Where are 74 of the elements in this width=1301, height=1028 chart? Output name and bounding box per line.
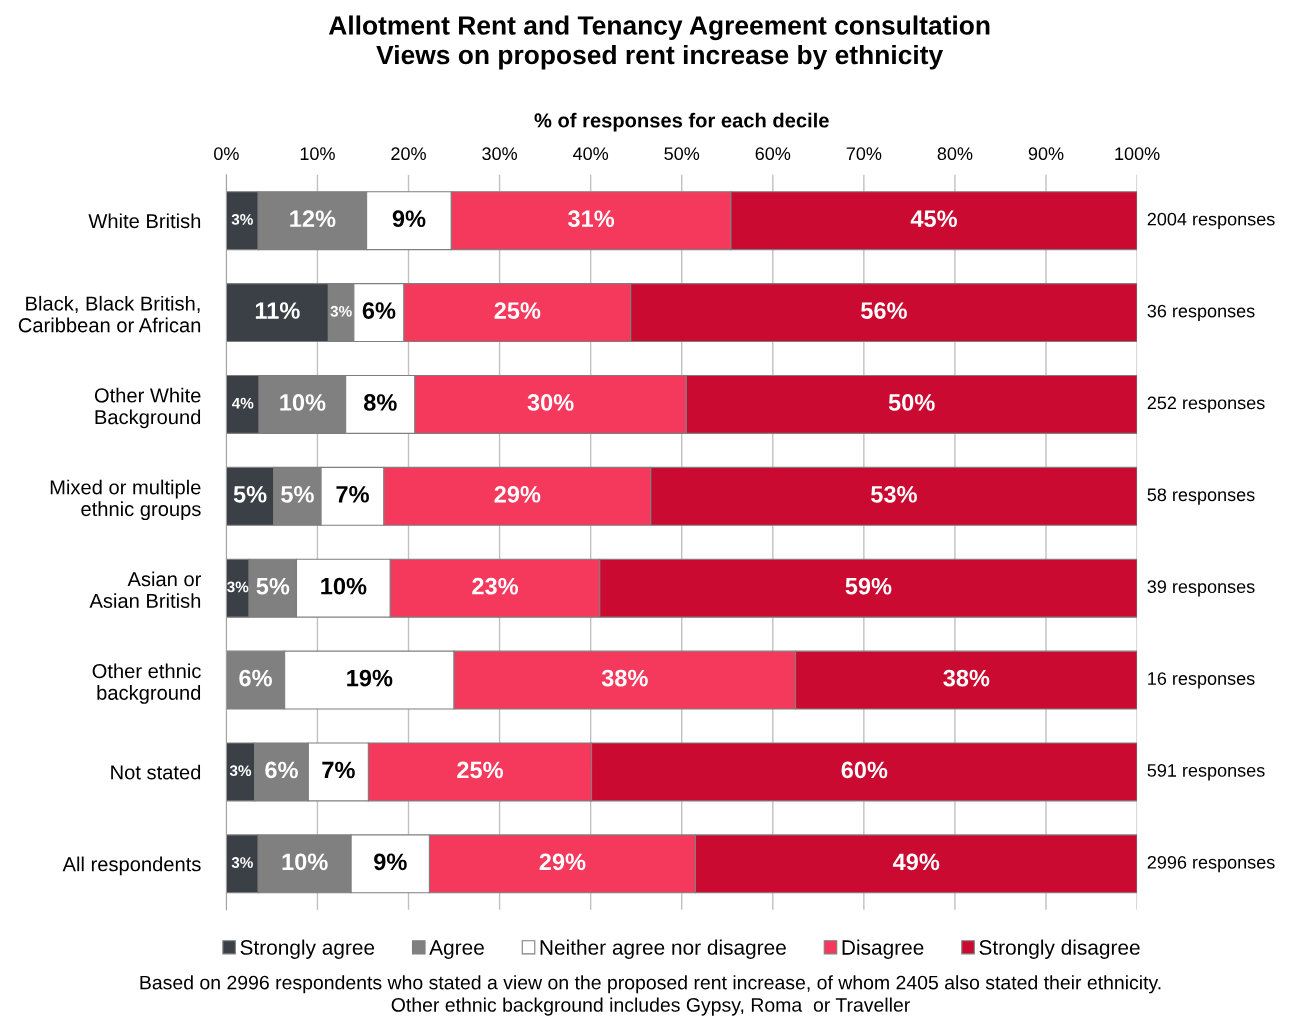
- data-label: 3%: [330, 305, 352, 317]
- data-label: 38%: [601, 669, 648, 687]
- y-tick-label: Asian or Asian British: [89, 571, 202, 609]
- data-label: 31%: [568, 210, 615, 228]
- text: 16 responses: [1148, 672, 1255, 689]
- x-tick-label: 40%: [573, 147, 609, 161]
- data-label: 19%: [347, 669, 393, 687]
- data-label: 38%: [943, 669, 990, 687]
- y-tick-label: Mixed or multiple ethnic groups: [50, 479, 201, 521]
- y-tick-label: Not stated: [111, 764, 201, 780]
- data-label: 5%: [233, 486, 267, 503]
- data-label: 59%: [845, 577, 892, 595]
- text: 2996 responses: [1147, 855, 1275, 873]
- text: 252 responses: [1147, 396, 1265, 413]
- data-label: 9%: [374, 853, 407, 871]
- data-label: 6%: [265, 761, 298, 779]
- text: Based on 2996 respondents who stated a view on the proposed rent increase, of whom 2405 also stated their ethnicity. Other ethnic background includes Gypsy, Roma or Traveller: [140, 975, 1161, 1016]
- x-tick-label: 30%: [482, 147, 518, 161]
- data-label: 50%: [888, 394, 935, 411]
- data-label: 29%: [539, 853, 586, 871]
- y-tick-label: Black, Black British, Caribbean or African: [18, 295, 201, 333]
- y-tick-label: Other White Background: [94, 387, 201, 429]
- data-label: 60%: [841, 761, 888, 779]
- x-tick-label: 20%: [391, 147, 426, 161]
- y-tick-label: White British: [88, 213, 201, 229]
- data-label: 25%: [494, 302, 541, 319]
- data-label: 12%: [290, 210, 336, 227]
- legend-label: Disagree: [842, 939, 924, 959]
- legend-label: Strongly agree: [240, 939, 375, 959]
- data-label: 7%: [322, 761, 355, 779]
- x-tick-label: 50%: [664, 147, 700, 161]
- x-tick-label: 90%: [1028, 147, 1064, 161]
- x-tick-label: 0%: [214, 147, 239, 161]
- data-label: 4%: [231, 397, 254, 409]
- data-label: 9%: [392, 210, 426, 228]
- data-label: 7%: [336, 486, 369, 503]
- y-tick-label: All respondents: [62, 856, 201, 876]
- data-label: 6%: [362, 302, 396, 319]
- data-label: 53%: [871, 485, 917, 503]
- data-label: 3%: [231, 857, 253, 868]
- data-label: 10%: [321, 577, 367, 595]
- legend-label: Neither agree nor disagree: [540, 939, 786, 959]
- data-label: 8%: [363, 394, 397, 411]
- data-label: 45%: [910, 210, 957, 228]
- x-tick-label: 80%: [937, 147, 973, 161]
- data-label: 29%: [494, 485, 541, 503]
- data-label: 30%: [527, 394, 574, 411]
- chart-title: Allotment Rent and Tenancy Agreement consultation Views on proposed rent increase by ethnicity: [328, 15, 990, 70]
- data-label: 3%: [229, 765, 252, 777]
- data-label: 10%: [282, 853, 328, 871]
- data-label: 10%: [280, 394, 326, 411]
- text: 591 responses: [1147, 764, 1265, 781]
- legend-label: Strongly disagree: [979, 939, 1140, 959]
- legend-label: Agree: [429, 940, 484, 959]
- y-tick-label: Other ethnic background: [92, 663, 201, 704]
- text: 58 responses: [1147, 488, 1255, 505]
- x-axis-title: % of responses for each decile: [534, 112, 829, 132]
- data-label: 5%: [256, 577, 290, 595]
- data-label: 3%: [227, 581, 249, 593]
- x-tick-label: 100%: [1115, 147, 1160, 161]
- data-label: 6%: [239, 669, 272, 687]
- data-label: 56%: [861, 302, 907, 319]
- data-label: 5%: [281, 486, 314, 503]
- text: 2004 responses: [1147, 212, 1275, 230]
- data-label: 25%: [457, 761, 504, 779]
- text: 39 responses: [1147, 580, 1255, 597]
- x-tick-label: 10%: [300, 147, 335, 161]
- text: 36 responses: [1147, 304, 1255, 321]
- data-label: 11%: [255, 302, 300, 319]
- x-tick-label: 60%: [755, 147, 791, 161]
- data-label: 23%: [472, 577, 519, 595]
- data-label: 49%: [892, 853, 940, 871]
- data-label: 3%: [231, 213, 253, 225]
- x-tick-label: 70%: [846, 147, 882, 161]
